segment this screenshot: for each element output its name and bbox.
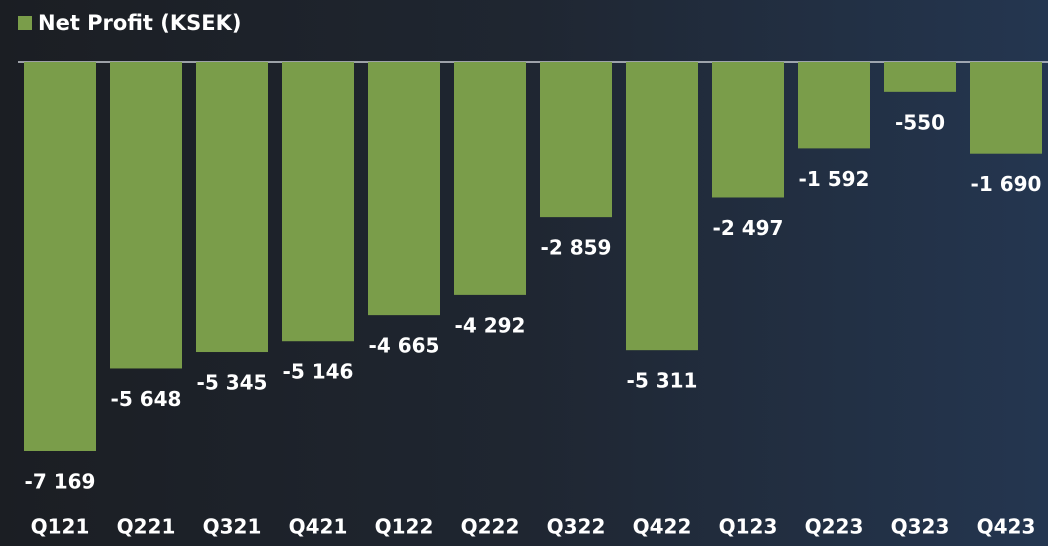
value-label: -7 169 [25, 470, 96, 494]
value-label: -4 665 [369, 334, 440, 358]
x-tick-label: Q222 [461, 515, 520, 539]
x-tick-label: Q422 [633, 515, 692, 539]
x-tick-label: Q421 [289, 515, 348, 539]
value-label: -5 146 [283, 360, 354, 384]
value-label: -5 345 [197, 371, 268, 395]
value-label: -1 592 [799, 167, 870, 191]
bar [196, 62, 268, 353]
bar [368, 62, 440, 316]
value-label: -2 859 [541, 236, 612, 260]
bar [282, 62, 354, 342]
x-tick-label: Q321 [203, 515, 262, 539]
legend-label: Net Profit (KSEK) [38, 11, 241, 35]
x-tick-label: Q221 [117, 515, 176, 539]
bar [626, 62, 698, 351]
value-label: -1 690 [971, 172, 1042, 196]
bar [712, 62, 784, 198]
x-tick-label: Q123 [719, 515, 778, 539]
x-tick-label: Q122 [375, 515, 434, 539]
value-label: -550 [895, 110, 945, 134]
legend-swatch [18, 16, 32, 30]
bar [970, 62, 1042, 154]
bar [24, 62, 96, 451]
bar [884, 62, 956, 92]
value-label: -4 292 [455, 313, 526, 337]
bar [110, 62, 182, 369]
value-label: -2 497 [713, 216, 784, 240]
x-tick-label: Q423 [977, 515, 1036, 539]
x-tick-label: Q323 [891, 515, 950, 539]
bar [798, 62, 870, 149]
bar [540, 62, 612, 218]
value-label: -5 648 [111, 387, 182, 411]
value-label: -5 311 [627, 369, 698, 393]
bar [454, 62, 526, 295]
x-tick-label: Q322 [547, 515, 606, 539]
x-tick-label: Q121 [31, 515, 90, 539]
x-tick-label: Q223 [805, 515, 864, 539]
